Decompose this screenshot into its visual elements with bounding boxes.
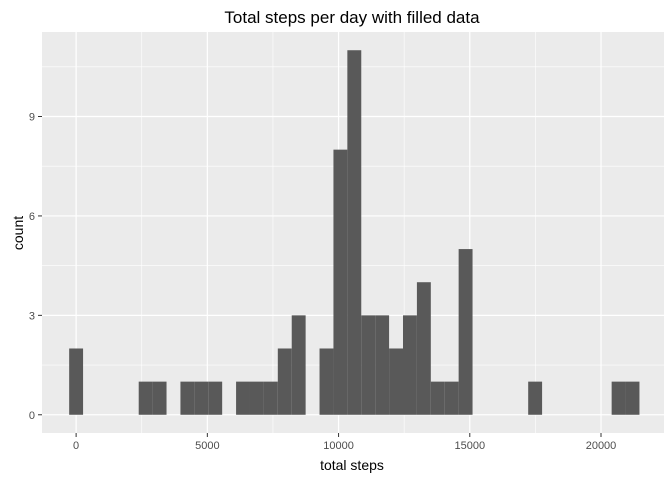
- y-tick-label: 9: [29, 112, 35, 124]
- histogram-bar: [263, 381, 278, 415]
- x-axis: 0 5000 10000 15000 20000: [73, 433, 616, 452]
- histogram-bar: [458, 249, 473, 415]
- histogram-bar: [430, 381, 445, 415]
- histogram-bar: [416, 282, 431, 415]
- histogram-bar: [194, 381, 209, 415]
- histogram-bar: [361, 315, 376, 415]
- histogram-bar: [236, 381, 250, 415]
- histogram-bar: [138, 381, 153, 415]
- histogram-bar: [389, 348, 403, 415]
- histogram-bar: [277, 348, 292, 415]
- y-tick-label: 3: [29, 310, 35, 322]
- histogram-bar: [625, 381, 640, 415]
- histogram-bars: [69, 50, 640, 415]
- histogram-bar: [291, 315, 306, 415]
- y-tick-label: 0: [29, 410, 35, 422]
- x-axis-title: total steps: [320, 457, 384, 473]
- histogram-bar: [375, 315, 390, 415]
- histogram-bar: [152, 381, 167, 415]
- y-axis-title: count: [10, 216, 26, 250]
- y-axis: 0 3 6 9: [29, 112, 42, 422]
- x-tick-label: 15000: [454, 440, 485, 452]
- histogram-bar: [444, 381, 459, 415]
- histogram-bar: [528, 381, 543, 415]
- histogram-bar: [347, 50, 362, 415]
- histogram-bar: [402, 315, 417, 415]
- histogram-bar: [333, 149, 348, 415]
- histogram-bar: [319, 348, 334, 415]
- y-tick-label: 6: [29, 211, 35, 223]
- histogram-bar: [249, 381, 264, 415]
- histogram-bar: [180, 381, 195, 415]
- x-tick-label: 10000: [323, 440, 354, 452]
- chart-title: Total steps per day with filled data: [224, 8, 480, 27]
- histogram-bar: [611, 381, 626, 415]
- histogram-bar: [208, 381, 223, 415]
- x-tick-label: 0: [73, 440, 79, 452]
- x-tick-label: 5000: [195, 440, 219, 452]
- histogram-bar: [69, 348, 84, 415]
- x-tick-label: 20000: [586, 440, 617, 452]
